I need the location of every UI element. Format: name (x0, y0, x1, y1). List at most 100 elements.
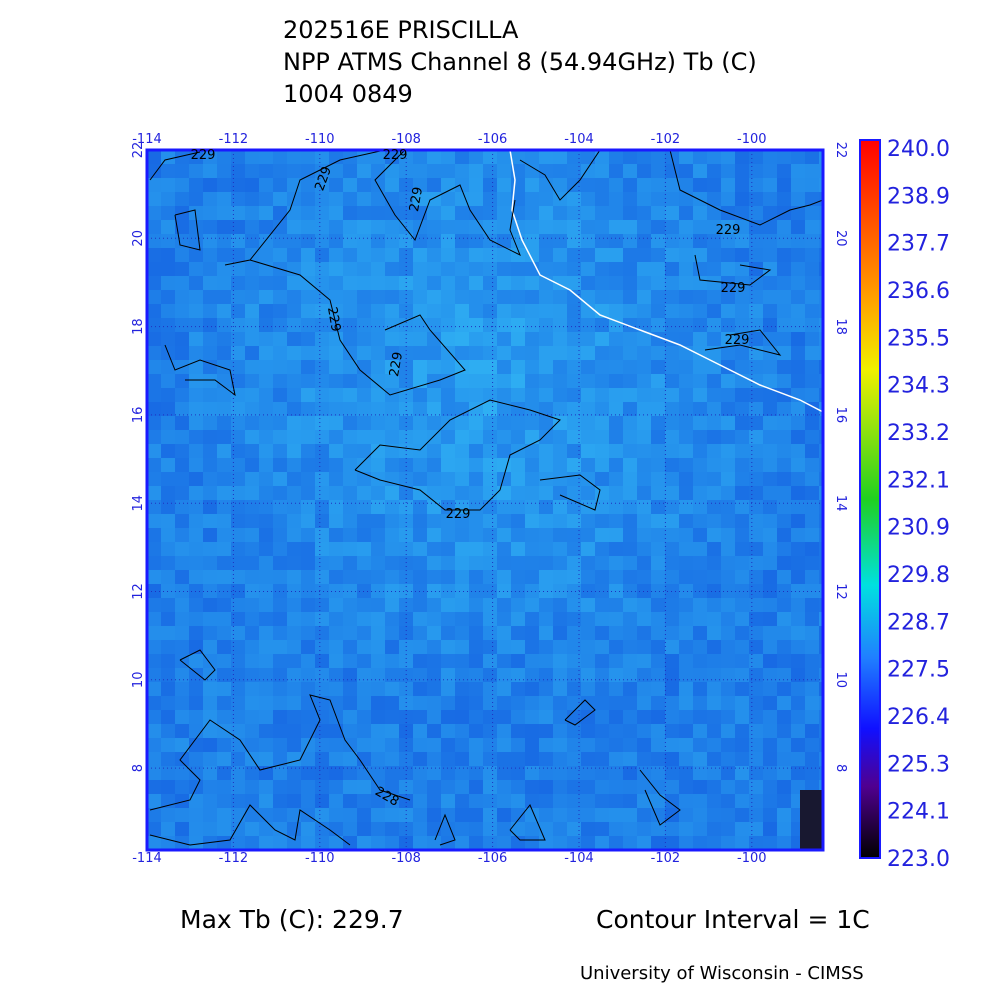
pixel (245, 556, 260, 571)
pixel (567, 514, 582, 529)
pixel (805, 360, 820, 375)
pixel (287, 290, 302, 305)
pixel (693, 150, 708, 165)
pixel (315, 360, 330, 375)
pixel (511, 416, 526, 431)
pixel (161, 528, 176, 543)
pixel (259, 206, 274, 221)
pixel (651, 388, 666, 403)
pixel (371, 262, 386, 277)
pixel (427, 654, 442, 669)
pixel (469, 360, 484, 375)
lon-label: -100 (737, 132, 767, 147)
pixel (665, 836, 680, 850)
pixel (455, 808, 470, 823)
pixel (623, 598, 638, 613)
pixel (497, 304, 512, 319)
pixel (147, 318, 162, 333)
pixel (203, 598, 218, 613)
pixel (161, 276, 176, 291)
pixel (259, 752, 274, 767)
pixel (259, 654, 274, 669)
pixel (287, 150, 302, 165)
pixel (455, 724, 470, 739)
pixel (665, 640, 680, 655)
pixel (315, 458, 330, 473)
pixel (371, 150, 386, 165)
pixel (231, 206, 246, 221)
pixel (763, 402, 778, 417)
pixel (791, 556, 806, 571)
pixel (679, 248, 694, 263)
pixel (245, 640, 260, 655)
pixel (385, 654, 400, 669)
pixel (609, 612, 624, 627)
pixel (231, 430, 246, 445)
pixel (161, 668, 176, 683)
pixel (539, 640, 554, 655)
pixel (777, 472, 792, 487)
pixel (231, 486, 246, 501)
pixel (371, 570, 386, 585)
pixel (343, 290, 358, 305)
pixel (175, 528, 190, 543)
pixel (245, 178, 260, 193)
pixel (497, 360, 512, 375)
pixel (217, 710, 232, 725)
pixel (245, 766, 260, 781)
pixel (497, 780, 512, 795)
pixel (651, 598, 666, 613)
pixel (161, 654, 176, 669)
pixel (287, 584, 302, 599)
pixel (651, 542, 666, 557)
pixel (483, 318, 498, 333)
pixel (385, 486, 400, 501)
pixel (791, 598, 806, 613)
pixel (469, 822, 484, 837)
pixel (791, 542, 806, 557)
pixel (819, 500, 823, 515)
pixel (217, 178, 232, 193)
pixel (175, 248, 190, 263)
pixel (385, 542, 400, 557)
pixel (567, 500, 582, 515)
colorbar-label: 234.3 (887, 374, 950, 399)
pixel (693, 262, 708, 277)
pixel (539, 542, 554, 557)
pixel (567, 556, 582, 571)
pixel (329, 220, 344, 235)
pixel (259, 542, 274, 557)
pixel (623, 332, 638, 347)
pixel (357, 822, 372, 837)
pixel (707, 290, 722, 305)
pixel (315, 710, 330, 725)
pixel (483, 178, 498, 193)
pixel (567, 570, 582, 585)
pixel (427, 346, 442, 361)
pixel (735, 808, 750, 823)
lat-label: 14 (833, 495, 848, 512)
pixel (357, 164, 372, 179)
pixel (763, 318, 778, 333)
pixel (609, 682, 624, 697)
pixel (623, 822, 638, 837)
pixel (483, 374, 498, 389)
pixel (735, 444, 750, 459)
pixel (693, 192, 708, 207)
pixel (609, 304, 624, 319)
pixel (735, 780, 750, 795)
pixel (357, 318, 372, 333)
pixel (427, 248, 442, 263)
pixel (399, 304, 414, 319)
pixel (483, 836, 498, 850)
pixel (315, 220, 330, 235)
pixel (749, 304, 764, 319)
pixel (609, 668, 624, 683)
pixel (525, 500, 540, 515)
pixel (511, 598, 526, 613)
coastline (509, 150, 823, 413)
pixel (511, 752, 526, 767)
pixel (245, 780, 260, 795)
pixel (469, 248, 484, 263)
pixel (623, 150, 638, 165)
